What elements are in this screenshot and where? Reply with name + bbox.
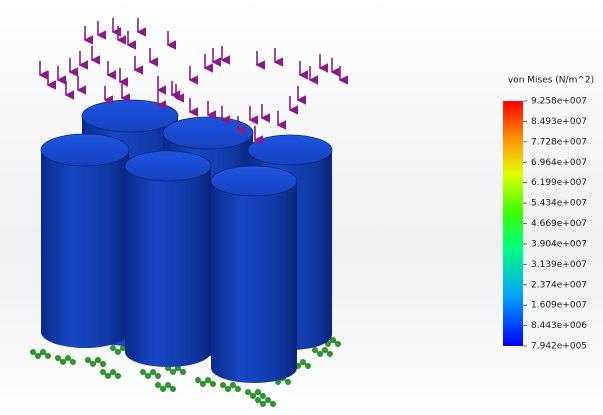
color-scale	[503, 101, 523, 346]
cylinder-top	[248, 135, 332, 165]
cylinder-top	[163, 117, 253, 149]
cylinder-top	[125, 151, 211, 181]
scale-label: 3.904e+007	[531, 239, 587, 249]
cylinder-top	[211, 166, 297, 196]
scale-label: 5.434e+007	[531, 199, 587, 209]
legend: von Mises (N/m^2) 9.258e+007 8.493e+007 7.…	[503, 76, 594, 352]
cylinder-side	[211, 181, 297, 383]
scale-label: 1.609e+007	[531, 301, 587, 311]
cylinder-side	[41, 150, 129, 348]
scale-label: 9.258e+007	[531, 97, 587, 107]
scale-label: 4.669e+007	[531, 219, 587, 229]
cylinder-top	[82, 100, 178, 132]
scale-label: 6.199e+007	[531, 178, 587, 188]
scale-label: 7.942e+005	[531, 342, 587, 352]
scale-label: 2.374e+007	[531, 280, 587, 290]
cylinder-top	[41, 134, 129, 166]
simulation-view: von Mises (N/m^2) 9.258e+007 8.493e+007 7.…	[0, 0, 603, 415]
scale-label: 7.728e+007	[531, 137, 587, 147]
model	[30, 18, 340, 407]
scale-label: 8.443e+006	[531, 321, 587, 331]
scale-label: 6.964e+007	[531, 158, 587, 168]
scale-label: 3.139e+007	[531, 260, 587, 270]
cylinder-side	[125, 166, 211, 367]
viewport: von Mises (N/m^2) 9.258e+007 8.493e+007 7.…	[0, 0, 603, 415]
scale-label: 8.493e+007	[531, 117, 587, 127]
legend-title: von Mises (N/m^2)	[508, 76, 594, 86]
